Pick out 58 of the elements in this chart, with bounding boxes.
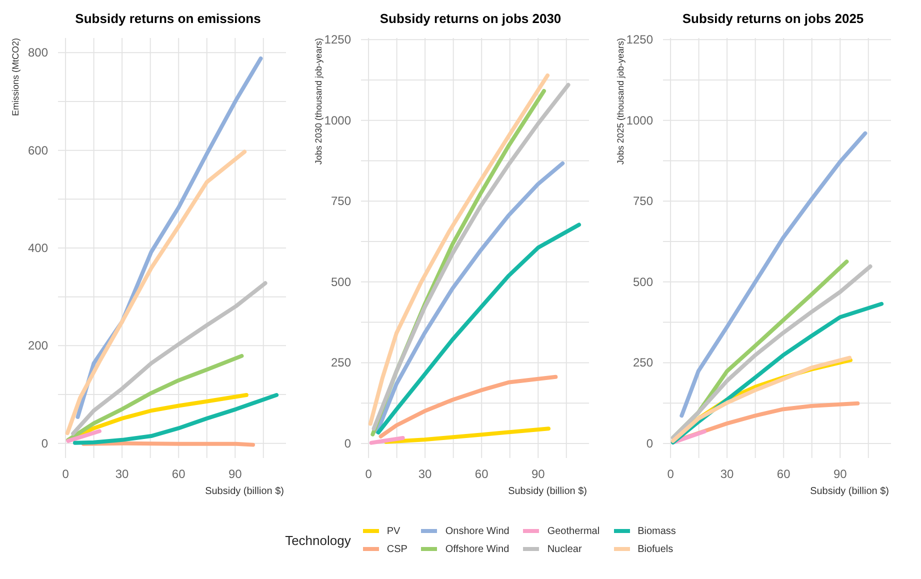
y-tick-label: 800 [28, 46, 48, 60]
y-axis-title: Jobs 2030 (thousand job-years) [312, 38, 323, 165]
y-tick-label: 250 [330, 356, 351, 370]
y-tick-label: 0 [344, 436, 351, 450]
chart-title: Subsidy returns on jobs 2030 [378, 10, 562, 28]
y-tick-label: 400 [28, 241, 48, 255]
x-tick-label: 60 [172, 467, 186, 481]
legend-label: Onshore Wind [445, 526, 510, 536]
line-series [371, 82, 570, 431]
y-tick-label: 1250 [626, 32, 654, 47]
line-series [384, 426, 550, 444]
x-tick-label: 90 [833, 467, 848, 481]
x-axis-title: Subsidy (billion $) [205, 486, 284, 497]
x-tick-label: 30 [418, 467, 432, 481]
line-series [374, 161, 564, 434]
legend-label: Offshore Wind [445, 544, 510, 554]
x-tick-label: 90 [530, 467, 545, 481]
line-series [376, 222, 581, 434]
line-series [66, 354, 244, 442]
x-axis-title: Subsidy (billion $) [810, 486, 889, 497]
y-tick-label: 500 [330, 274, 351, 289]
line-series [65, 150, 247, 436]
legend-title: Technology [285, 532, 351, 548]
x-tick-label: 90 [228, 467, 242, 481]
y-tick-label: 750 [632, 194, 654, 208]
y-tick-label: 200 [28, 338, 48, 353]
chart-title: Subsidy returns on emissions [74, 10, 262, 28]
line-series [670, 356, 852, 443]
y-tick-label: 1000 [626, 113, 654, 128]
x-tick-label: 0 [667, 467, 674, 481]
chart-title: Subsidy returns on jobs 2025 [681, 10, 865, 28]
x-tick-label: 0 [364, 467, 372, 481]
x-tick-label: 0 [62, 467, 70, 481]
y-tick-label: 1250 [324, 32, 351, 47]
x-tick-label: 30 [115, 467, 130, 481]
x-tick-label: 60 [474, 467, 488, 481]
y-axis-title: Emissions (MtCO2) [10, 38, 20, 116]
legend-label: Biomass [638, 526, 676, 536]
y-tick-label: 250 [632, 356, 654, 370]
x-axis-title: Subsidy (billion $) [508, 486, 586, 497]
y-tick-label: 500 [632, 274, 654, 289]
y-tick-label: 0 [646, 436, 654, 450]
line-series [71, 281, 268, 436]
line-series [378, 374, 558, 438]
legend-label: Geothermal [547, 526, 600, 536]
line-series [680, 131, 868, 418]
y-tick-label: 1000 [324, 113, 351, 128]
x-tick-label: 30 [720, 467, 734, 481]
legend-label: CSP [386, 544, 408, 554]
x-tick-label: 60 [776, 467, 791, 481]
legend-label: PV [386, 526, 400, 536]
line-series [72, 393, 279, 445]
legend-label: Biofuels [638, 544, 674, 554]
legend-label: Nuclear [547, 544, 582, 554]
y-tick-label: 750 [330, 194, 351, 208]
y-axis-title: Jobs 2025 (thousand job-years) [615, 38, 626, 165]
y-tick-label: 0 [41, 436, 48, 450]
y-tick-label: 600 [28, 143, 48, 158]
